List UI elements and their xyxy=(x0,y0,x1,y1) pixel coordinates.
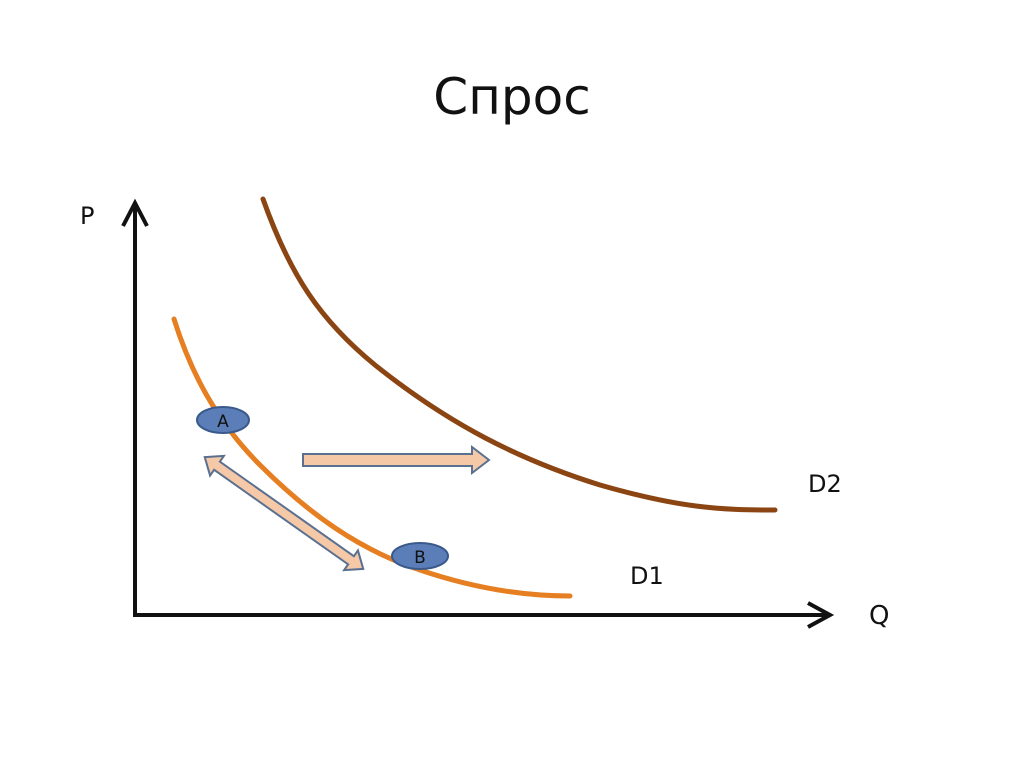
x-axis-label: Q xyxy=(869,601,889,631)
point-b: B xyxy=(391,542,449,570)
axes: P Q xyxy=(80,198,889,631)
y-axis-label: P xyxy=(80,202,94,230)
slide-title: Спрос xyxy=(433,68,591,126)
point-a: A xyxy=(196,406,250,434)
point-b-label: B xyxy=(414,548,426,568)
movement-arrow xyxy=(203,454,365,572)
point-a-label: A xyxy=(217,412,229,432)
demand-curve-d2 xyxy=(260,196,778,513)
y-axis-arrowhead xyxy=(121,198,149,227)
demand-curve-d1 xyxy=(171,316,573,599)
curve-label-d2: D2 xyxy=(808,470,842,498)
curve-label-d1: D1 xyxy=(630,562,664,590)
shift-arrow xyxy=(302,444,491,476)
x-axis-arrowhead xyxy=(807,601,835,629)
